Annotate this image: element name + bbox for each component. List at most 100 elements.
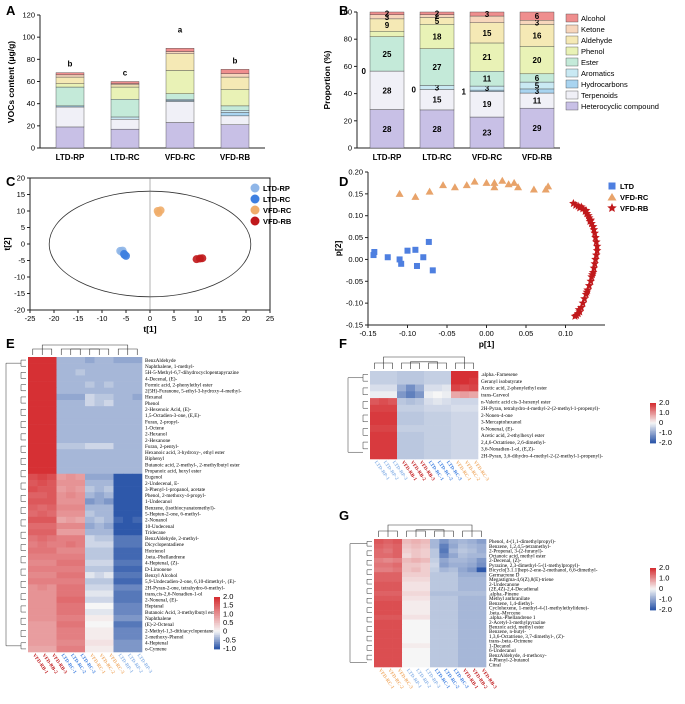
heatmap-cell xyxy=(94,645,105,653)
heatmap-cell xyxy=(56,547,67,554)
heatmap-cell xyxy=(448,586,459,592)
heatmap-cell xyxy=(123,504,133,511)
heatmap-cell xyxy=(66,529,76,536)
heatmap-cell xyxy=(47,553,57,561)
colorbar-step xyxy=(650,411,656,413)
d-loading-point xyxy=(425,187,434,195)
heatmap-cell xyxy=(374,539,384,545)
heatmap-cell xyxy=(451,411,461,419)
heatmap-cell xyxy=(94,572,105,579)
heatmap-cell xyxy=(374,562,384,568)
b-segment-label: 3 xyxy=(535,18,540,27)
heatmap-cell xyxy=(430,600,440,606)
heatmap-cell xyxy=(47,498,57,505)
heatmap-cell xyxy=(132,639,143,647)
heatmap-cell xyxy=(406,431,416,439)
heatmap-cell xyxy=(439,600,449,606)
colorbar-step xyxy=(650,440,656,443)
heatmap-cell xyxy=(430,581,440,587)
heatmap-cell xyxy=(94,486,105,493)
heatmap-cell xyxy=(28,504,38,511)
dendrogram-row-branch xyxy=(20,408,26,416)
heatmap-cell xyxy=(420,548,431,554)
b-legend-swatch xyxy=(565,13,579,23)
heatmap-cell xyxy=(132,467,143,475)
b-segment-label: 29 xyxy=(533,124,542,133)
a-significance-letter: b xyxy=(68,60,73,69)
heatmap-cell xyxy=(75,406,86,413)
heatmap-cell xyxy=(411,548,421,554)
dendrogram-row-branch xyxy=(20,544,26,551)
colorbar-step xyxy=(650,437,656,440)
heatmap-cell xyxy=(402,614,412,620)
heatmap-cell xyxy=(66,479,76,487)
heatmap-cell xyxy=(85,639,95,647)
colorbar-step xyxy=(214,598,220,601)
heatmap-row-label: 2-Hexanone xyxy=(145,438,171,444)
heatmap-cell xyxy=(451,404,461,412)
c-xtick-label: 15 xyxy=(218,314,226,323)
heatmap-row-label: 4-Phenyl-2-butanol xyxy=(489,658,530,664)
heatmap-cell xyxy=(392,619,403,625)
heatmap-cell xyxy=(75,375,86,382)
heatmap-cell xyxy=(379,445,389,453)
heatmap-cell xyxy=(113,461,124,468)
heatmap-cell xyxy=(123,498,133,505)
heatmap-row-label: 2-Decenal, (Z)- xyxy=(489,557,522,564)
heatmap-cell xyxy=(430,553,440,559)
d-loading-point xyxy=(577,202,586,211)
heatmap-cell xyxy=(415,384,425,392)
heatmap-row-label: Propanoic acid, hexyl ester xyxy=(145,468,201,474)
dendrogram-row-branch xyxy=(366,598,372,604)
b-segment-label: 18 xyxy=(433,32,442,41)
a-ytick-label: 80 xyxy=(27,55,35,64)
heatmap-cell xyxy=(75,639,86,647)
heatmap-row-label: .beta.-Myrcene xyxy=(489,610,521,616)
heatmap-cell xyxy=(94,522,105,530)
heatmap-cell xyxy=(104,375,114,382)
heatmap-cell xyxy=(132,547,143,554)
dendrogram-row-branch xyxy=(20,359,26,367)
heatmap-row-label: 10-Undecenal xyxy=(145,524,175,530)
b-ytick-label: 80 xyxy=(344,35,352,44)
heatmap-cell xyxy=(113,424,124,432)
heatmap-cell xyxy=(132,498,143,505)
dendrogram-row-branch xyxy=(366,541,372,547)
dendrogram-col-root xyxy=(387,524,473,531)
dendrogram-row-branch xyxy=(20,630,26,637)
heatmap-cell xyxy=(28,424,38,432)
heatmap-cell xyxy=(420,610,431,616)
heatmap-cell xyxy=(28,486,38,493)
heatmap-cell xyxy=(47,596,57,604)
dendrogram-row-branch xyxy=(20,396,26,404)
heatmap-cell xyxy=(75,559,86,567)
heatmap-cell xyxy=(37,559,48,567)
heatmap-cell xyxy=(406,445,416,453)
heatmap-cell xyxy=(56,418,67,425)
dendrogram-row-branch xyxy=(362,414,368,423)
heatmap-cell xyxy=(28,381,38,389)
heatmap-cell xyxy=(467,662,477,668)
heatmap-cell xyxy=(28,375,38,382)
heatmap-cell xyxy=(66,572,76,579)
heatmap-row-label: Cyclohexene, 1-methyl-4-(1-methylethylid… xyxy=(489,605,589,612)
heatmap-cell xyxy=(467,557,477,564)
a-bar-segment xyxy=(220,76,250,90)
heatmap-cell xyxy=(56,572,67,579)
heatmap-cell xyxy=(442,445,452,453)
heatmap-cell xyxy=(467,595,477,601)
heatmap-cell xyxy=(433,452,443,460)
b-segment-label: 2 xyxy=(435,12,440,21)
colorbar-step xyxy=(214,647,220,650)
heatmap-cell xyxy=(411,662,421,668)
heatmap-cell xyxy=(132,492,143,499)
heatmap-cell xyxy=(113,357,124,364)
dendrogram-row-branch xyxy=(20,445,26,453)
heatmap-cell xyxy=(113,406,124,413)
heatmap-cell xyxy=(132,529,143,536)
heatmap-row-label: 4-Decenal, (E)- xyxy=(145,375,178,382)
heatmap-cell xyxy=(56,461,67,468)
heatmap-cell xyxy=(467,643,477,649)
heatmap-cell xyxy=(430,605,440,611)
